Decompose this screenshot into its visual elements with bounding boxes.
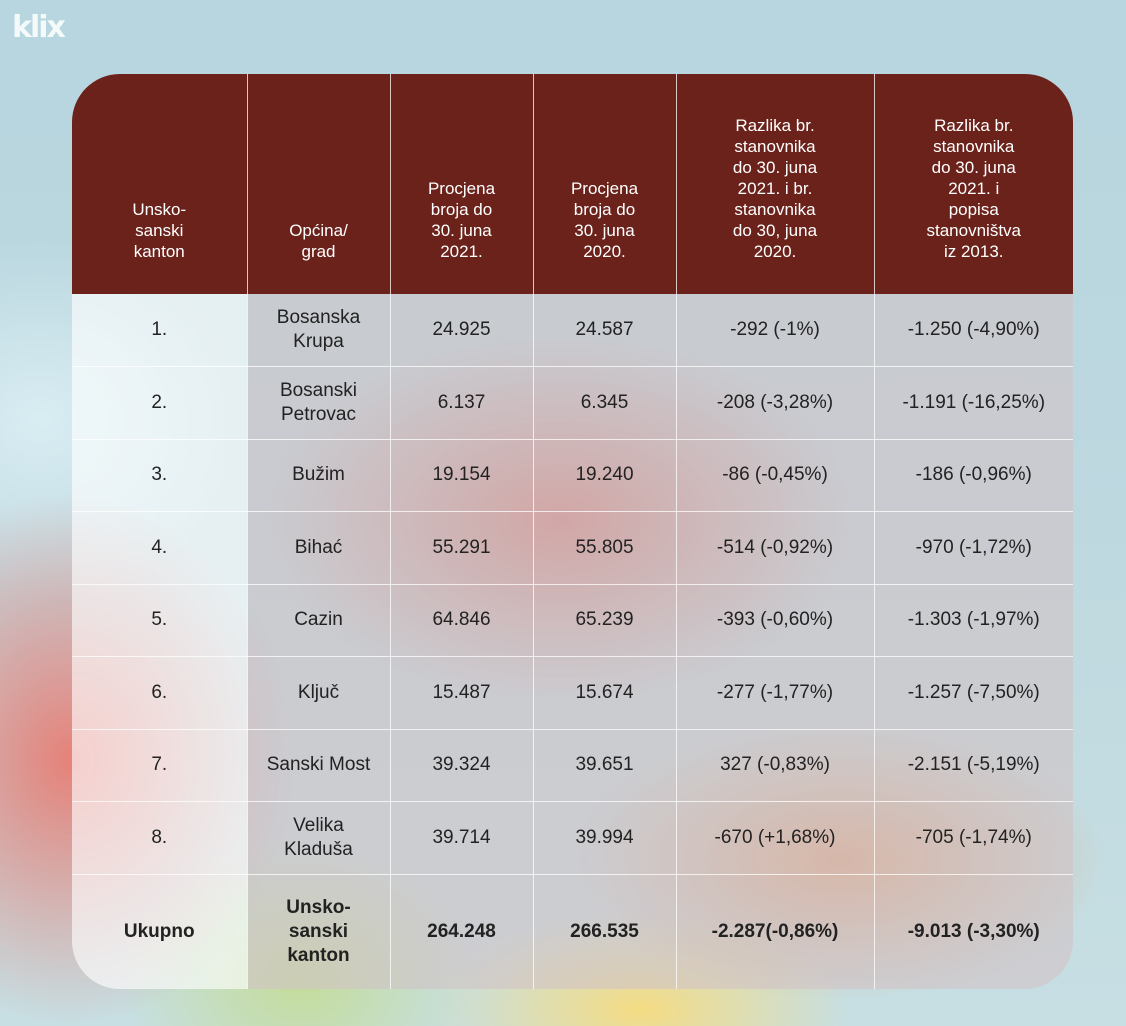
- estimate-2020-cell: 266.535: [533, 874, 677, 989]
- diff-2021-2020-cell: -2.287(-0,86%): [676, 874, 875, 989]
- row-number-cell: 7.: [72, 729, 248, 803]
- diff-2021-2020-cell: -277 (-1,77%): [676, 656, 875, 730]
- row-number-cell: 1.: [72, 294, 248, 368]
- estimate-2021-cell: 64.846: [390, 584, 534, 658]
- estimate-2020-cell: 39.651: [533, 729, 677, 803]
- population-table-card: Unsko-sanski kanton Općina/grad Procjena b…: [72, 74, 1073, 989]
- table-total-row: Ukupno Unsko-sanski kanton 264.248 266.535 -2…: [72, 874, 1073, 989]
- klix-logo: klix: [12, 10, 66, 45]
- municipality-name-cell: Bužim: [247, 439, 391, 513]
- row-number-cell: 5.: [72, 584, 248, 658]
- estimate-2021-cell: 264.248: [390, 874, 534, 989]
- row-number-cell: Ukupno: [72, 874, 248, 989]
- header-canton: Unsko-sanski kanton: [72, 74, 248, 294]
- table-row: 8. Velika Kladuša 39.714 39.994 -670 (+1,68%)…: [72, 801, 1073, 875]
- municipality-name-cell: Cazin: [247, 584, 391, 658]
- diff-2021-2013-cell: -186 (-0,96%): [874, 439, 1073, 513]
- estimate-2020-cell: 24.587: [533, 294, 677, 368]
- table-row: 2. Bosanski Petrovac 6.137 6.345 -208 (-3,28%…: [72, 366, 1073, 440]
- diff-2021-2013-cell: -9.013 (-3,30%): [874, 874, 1073, 989]
- row-number-cell: 4.: [72, 511, 248, 585]
- diff-2021-2020-cell: -86 (-0,45%): [676, 439, 875, 513]
- diff-2021-2020-cell: -292 (-1%): [676, 294, 875, 368]
- municipality-name-cell: Bihać: [247, 511, 391, 585]
- header-estimate-2021: Procjena broja do 30. juna 2021.: [390, 74, 534, 294]
- row-number-cell: 3.: [72, 439, 248, 513]
- diff-2021-2013-cell: -1.191 (-16,25%): [874, 366, 1073, 440]
- table-row: 3. Bužim 19.154 19.240 -86 (-0,45%) -186 (-0,…: [72, 439, 1073, 513]
- estimate-2021-cell: 19.154: [390, 439, 534, 513]
- diff-2021-2020-cell: 327 (-0,83%): [676, 729, 875, 803]
- header-diff-2021-2020: Razlika br. stanovnika do 30. juna 2021. i …: [676, 74, 875, 294]
- table-row: 6. Ključ 15.487 15.674 -277 (-1,77%) -1.257 (…: [72, 656, 1073, 730]
- estimate-2020-cell: 65.239: [533, 584, 677, 658]
- diff-2021-2013-cell: -1.257 (-7,50%): [874, 656, 1073, 730]
- diff-2021-2013-cell: -2.151 (-5,19%): [874, 729, 1073, 803]
- municipality-name-cell: Ključ: [247, 656, 391, 730]
- table-row: 4. Bihać 55.291 55.805 -514 (-0,92%) -970 (-1…: [72, 511, 1073, 585]
- estimate-2021-cell: 39.324: [390, 729, 534, 803]
- diff-2021-2020-cell: -670 (+1,68%): [676, 801, 875, 875]
- row-number-cell: 8.: [72, 801, 248, 875]
- diff-2021-2020-cell: -393 (-0,60%): [676, 584, 875, 658]
- estimate-2020-cell: 39.994: [533, 801, 677, 875]
- estimate-2020-cell: 15.674: [533, 656, 677, 730]
- estimate-2021-cell: 24.925: [390, 294, 534, 368]
- estimate-2021-cell: 55.291: [390, 511, 534, 585]
- municipality-name-cell: Sanski Most: [247, 729, 391, 803]
- diff-2021-2013-cell: -705 (-1,74%): [874, 801, 1073, 875]
- row-number-cell: 6.: [72, 656, 248, 730]
- estimate-2021-cell: 39.714: [390, 801, 534, 875]
- diff-2021-2013-cell: -1.303 (-1,97%): [874, 584, 1073, 658]
- table-row: 1. Bosanska Krupa 24.925 24.587 -292 (-1%) -1.…: [72, 294, 1073, 368]
- estimate-2021-cell: 15.487: [390, 656, 534, 730]
- table-header-row: Unsko-sanski kanton Općina/grad Procjena b…: [72, 74, 1073, 294]
- estimate-2020-cell: 55.805: [533, 511, 677, 585]
- header-estimate-2020: Procjena broja do 30. juna 2020.: [533, 74, 677, 294]
- table-body: 1. Bosanska Krupa 24.925 24.587 -292 (-1%) -1.…: [72, 294, 1073, 989]
- table-row: 7. Sanski Most 39.324 39.651 327 (-0,83%) -2.…: [72, 729, 1073, 803]
- estimate-2020-cell: 19.240: [533, 439, 677, 513]
- row-number-cell: 2.: [72, 366, 248, 440]
- municipality-name-cell: Bosanska Krupa: [247, 294, 391, 368]
- municipality-name-cell: Bosanski Petrovac: [247, 366, 391, 440]
- estimate-2021-cell: 6.137: [390, 366, 534, 440]
- municipality-name-cell: Unsko-sanski kanton: [247, 874, 391, 989]
- estimate-2020-cell: 6.345: [533, 366, 677, 440]
- table-row: 5. Cazin 64.846 65.239 -393 (-0,60%) -1.303 (…: [72, 584, 1073, 658]
- municipality-name-cell: Velika Kladuša: [247, 801, 391, 875]
- diff-2021-2013-cell: -1.250 (-4,90%): [874, 294, 1073, 368]
- diff-2021-2020-cell: -514 (-0,92%): [676, 511, 875, 585]
- header-municipality: Općina/grad: [247, 74, 391, 294]
- population-table: Unsko-sanski kanton Općina/grad Procjena b…: [72, 74, 1073, 989]
- diff-2021-2013-cell: -970 (-1,72%): [874, 511, 1073, 585]
- diff-2021-2020-cell: -208 (-3,28%): [676, 366, 875, 440]
